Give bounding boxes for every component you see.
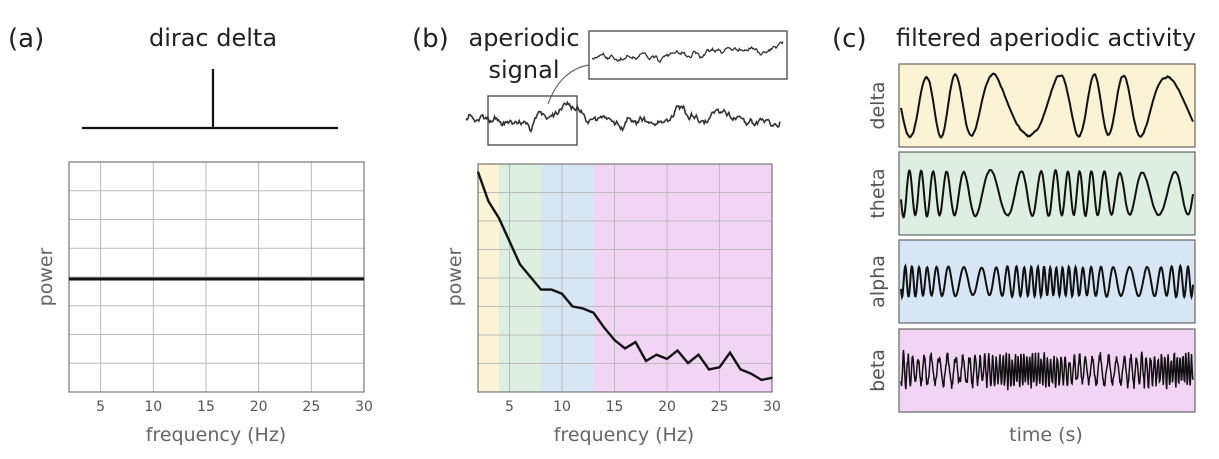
panel-b-grid: [478, 164, 772, 392]
panel-a-xtick-label: 20: [250, 399, 268, 415]
panel-b-xtick-label: 15: [606, 399, 624, 415]
band-label-alpha: alpha: [867, 255, 889, 308]
panel-c-xlabel: time (s): [1009, 424, 1083, 446]
panel-b-xticks: 5 10 15 20 25 30: [505, 399, 781, 415]
panel-a-letter: (a): [8, 24, 44, 54]
panel-a-xticks: 5 10 15 20 25 30: [96, 399, 373, 415]
filtered-trace-alpha: [900, 263, 1194, 301]
panel-b-title-line1: aperiodic: [468, 24, 579, 52]
panel-a-ylabel: power: [35, 247, 57, 306]
band-label-theta: theta: [867, 168, 889, 218]
panel-a-xtick-label: 5: [96, 399, 105, 415]
band-panel-theta: [898, 151, 1196, 236]
panel-c-title: filtered aperiodic activity: [896, 24, 1196, 52]
zoom-inset-box: [588, 30, 788, 80]
panel-c-letter: (c): [832, 24, 867, 54]
panel-b-letter: (b): [412, 24, 449, 54]
panel-b-psd-line: [476, 171, 773, 382]
band-label-delta: delta: [867, 81, 889, 129]
panel-a-xtick-label: 10: [144, 399, 162, 415]
band-panel-alpha: [898, 239, 1196, 324]
zoom-source-box: [487, 95, 578, 146]
dirac-delta-impulse: [82, 69, 338, 130]
panel-a-xtick-label: 25: [302, 399, 320, 415]
filtered-trace-theta: [900, 169, 1194, 219]
panel-b-title-line2: signal: [489, 56, 560, 84]
aperiodic-signal-trace: [465, 100, 781, 133]
filtered-trace-beta: [900, 349, 1194, 391]
panel-b-xlabel: frequency (Hz): [554, 424, 694, 446]
panel-b-ylabel: power: [444, 247, 466, 306]
panel-b-plot-frame: [477, 163, 773, 393]
panel-b-xtick-label: 25: [711, 399, 729, 415]
panel-b-xtick-label: 5: [505, 399, 514, 415]
panel-b-xtick-label: 20: [658, 399, 676, 415]
band-label-beta: beta: [867, 349, 889, 392]
panel-a-xtick-label: 15: [197, 399, 215, 415]
zoomed-signal-trace: [591, 41, 784, 64]
panel-a-title: dirac delta: [149, 24, 277, 52]
filtered-trace-delta: [900, 72, 1194, 139]
filtered-band-panels: delta theta alpha beta: [867, 63, 1196, 413]
panel-a-xlabel: frequency (Hz): [146, 424, 286, 446]
panel-a-grid: [69, 162, 364, 392]
zoom-connector: [547, 64, 590, 105]
panel-a-xtick-label: 30: [355, 399, 373, 415]
panel-a-plot-frame: [68, 161, 365, 393]
panel-b-xtick-label: 10: [553, 399, 571, 415]
panel-b-xtick-label: 30: [763, 399, 781, 415]
